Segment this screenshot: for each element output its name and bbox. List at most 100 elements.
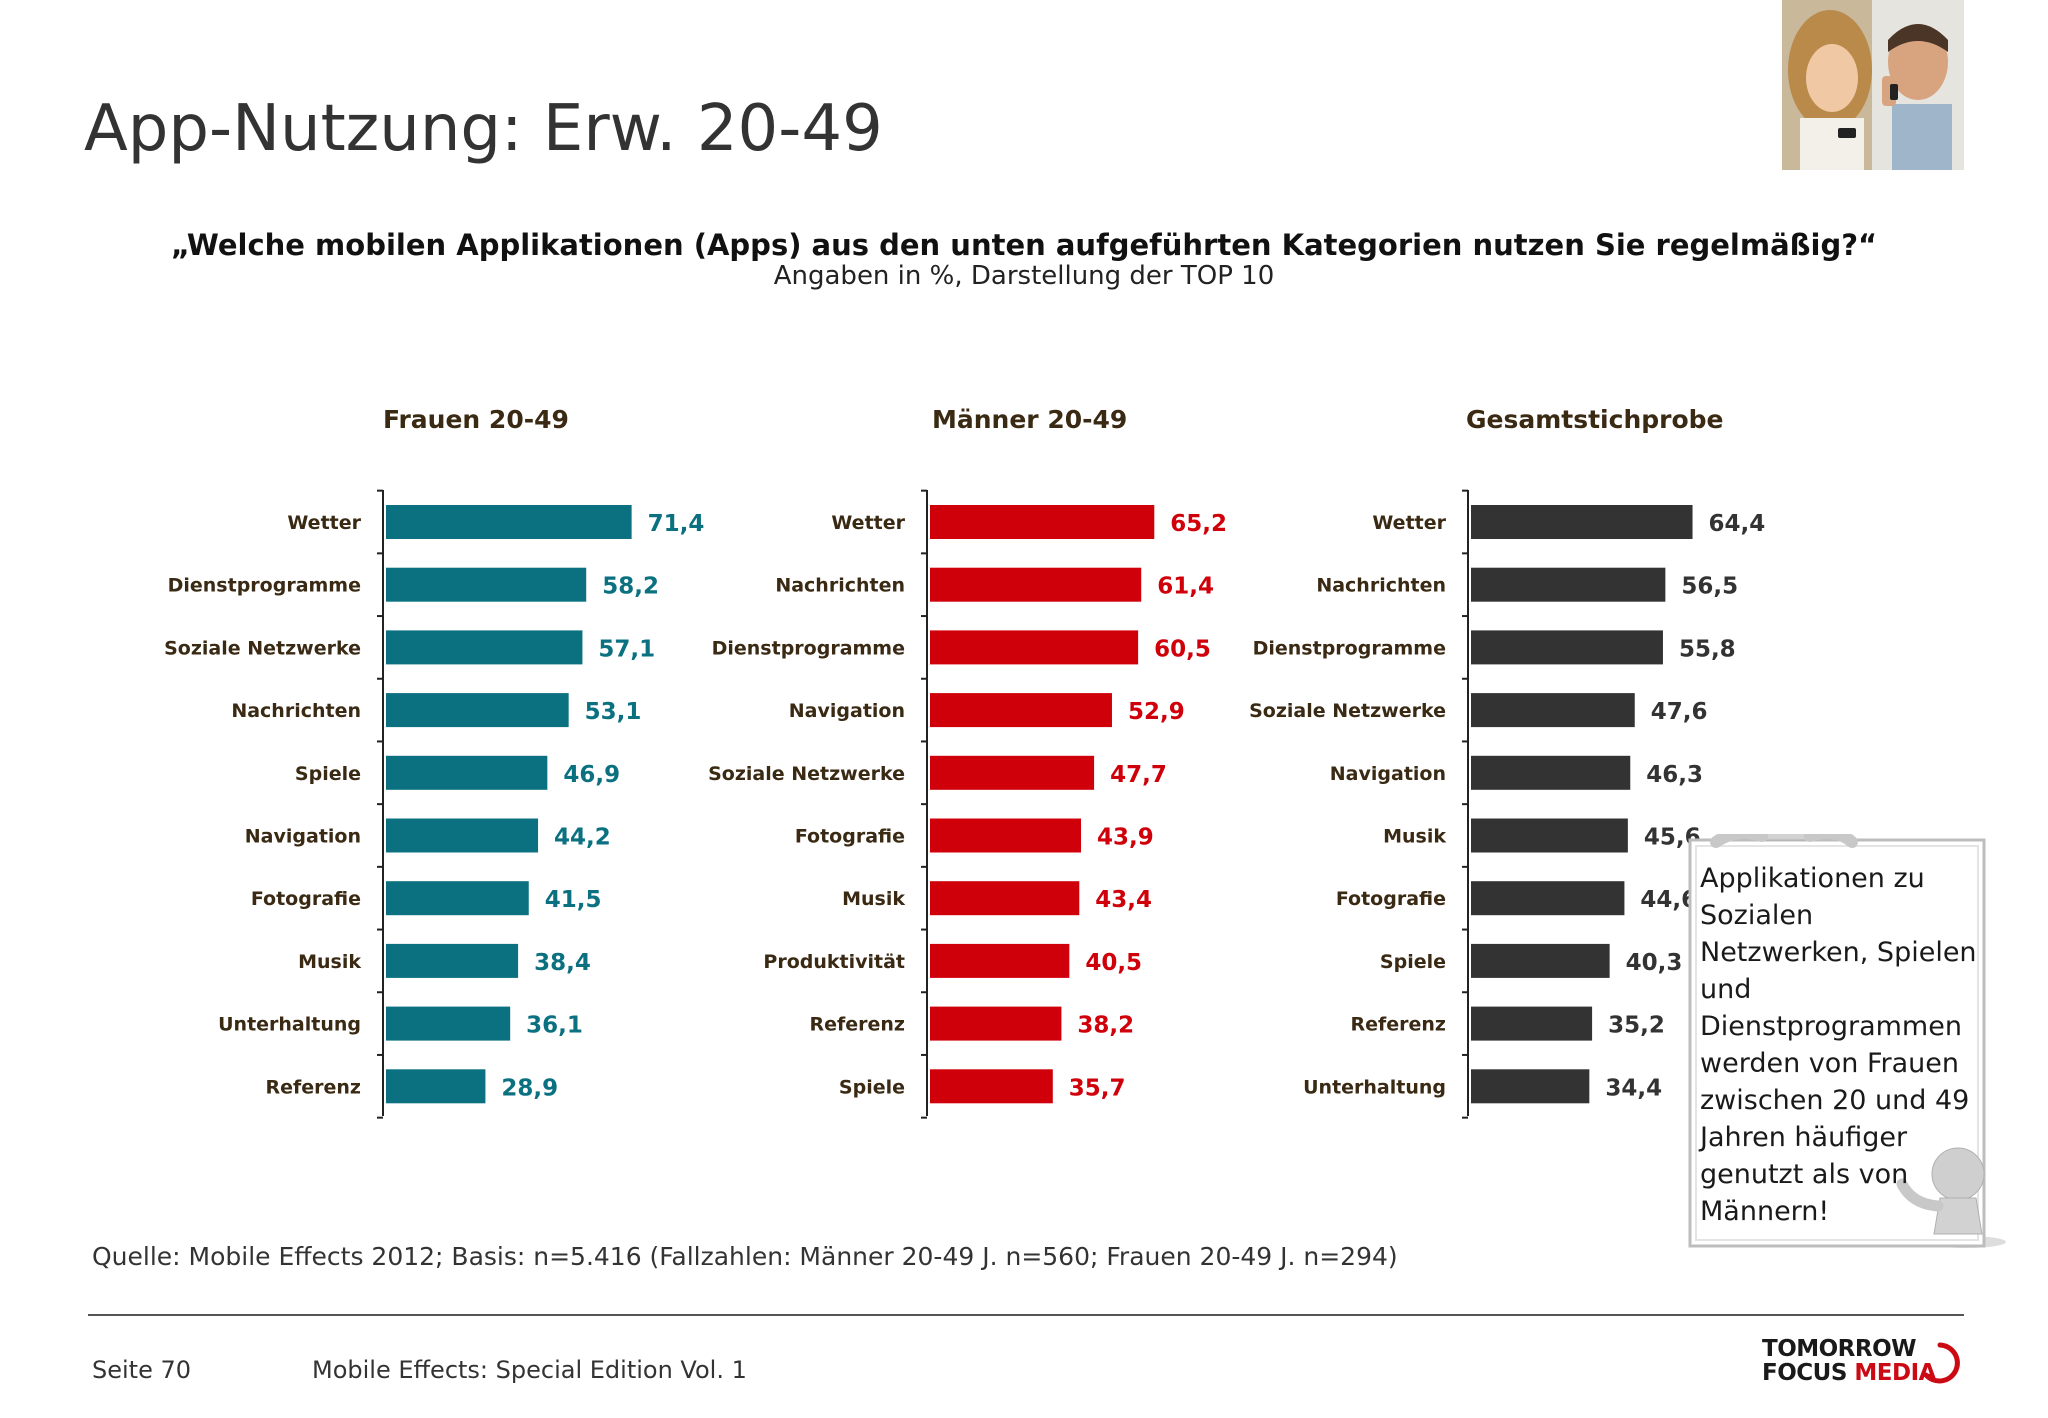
logo-text-line1: TOMORROW: [1762, 1336, 1917, 1362]
bar-total: [1471, 505, 1693, 539]
value-label: 38,2: [1077, 1013, 1134, 1039]
category-label: Fotografie: [1336, 888, 1446, 910]
value-label: 34,4: [1605, 1075, 1662, 1101]
value-label: 52,9: [1128, 699, 1185, 725]
bar-total: [1471, 755, 1631, 790]
value-label: 56,5: [1681, 574, 1738, 600]
category-label: Nachrichten: [775, 575, 905, 597]
bar-women: [386, 693, 569, 728]
bar-total: [1471, 1069, 1590, 1104]
category-label: Soziale Netzwerke: [164, 637, 361, 659]
bar-men: [930, 567, 1142, 602]
source-note: Quelle: Mobile Effects 2012; Basis: n=5.…: [92, 1242, 1398, 1271]
category-label: Musik: [842, 888, 905, 910]
value-label: 47,6: [1651, 699, 1708, 725]
bar-total: [1471, 693, 1635, 728]
value-label: 60,5: [1154, 636, 1211, 662]
category-label: Wetter: [1372, 512, 1446, 534]
chart-women: Wetter 71,4 Dienstprogramme 58,2 Soziale Net…: [164, 489, 705, 1119]
category-label: Referenz: [809, 1014, 905, 1036]
value-label: 43,9: [1097, 825, 1154, 851]
value-label: 47,7: [1110, 762, 1167, 788]
category-label: Wetter: [287, 512, 361, 534]
company-logo: TOMORROW FOCUS MEDIA: [1762, 1337, 1962, 1389]
bar-men: [930, 943, 1070, 978]
page-number: Seite 70: [92, 1356, 192, 1384]
panel-title-women: Frauen 20-49: [383, 405, 569, 434]
panel-title-total: Gesamtstichprobe: [1466, 405, 1724, 434]
category-label: Dienstprogramme: [168, 575, 361, 597]
page-title: App-Nutzung: Erw. 20-49: [84, 92, 883, 166]
value-label: 71,4: [648, 511, 705, 537]
value-label: 65,2: [1170, 511, 1227, 537]
couple-photo-illustration: [1782, 0, 1964, 170]
bar-total: [1471, 630, 1663, 665]
logo-text-media: MEDIA: [1854, 1360, 1936, 1386]
bar-women: [386, 1069, 486, 1104]
category-label: Fotografie: [795, 826, 905, 848]
panel-title-men: Männer 20-49: [932, 405, 1128, 434]
bar-women: [386, 818, 539, 853]
category-label: Referenz: [1350, 1014, 1446, 1036]
bar-men: [930, 505, 1155, 539]
bar-men: [930, 881, 1080, 916]
category-label: Soziale Netzwerke: [708, 763, 905, 785]
bar-women: [386, 943, 519, 978]
callout-board: [1688, 834, 2006, 1248]
bar-women: [386, 505, 632, 539]
category-label: Soziale Netzwerke: [1249, 700, 1446, 722]
value-label: 41,5: [545, 887, 602, 913]
bar-total: [1471, 567, 1666, 602]
bar-men: [930, 693, 1112, 728]
category-label: Nachrichten: [231, 700, 361, 722]
category-label: Musik: [1383, 826, 1446, 848]
category-label: Produktivität: [763, 951, 905, 973]
category-label: Spiele: [839, 1076, 905, 1098]
logo-text-line2: FOCUS MEDIA: [1762, 1361, 1936, 1385]
value-label: 43,4: [1095, 887, 1152, 913]
value-label: 55,8: [1679, 636, 1736, 662]
couple-photo: [1782, 0, 1964, 170]
chart-total: Wetter 64,4 Nachrichten 56,5 Dienstprogramme…: [1249, 489, 1766, 1119]
bar-men: [930, 1069, 1053, 1104]
value-label: 28,9: [501, 1075, 558, 1101]
value-label: 40,5: [1085, 950, 1142, 976]
category-label: Nachrichten: [1316, 575, 1446, 597]
bar-men: [930, 755, 1095, 790]
value-label: 36,1: [526, 1013, 583, 1039]
category-label: Unterhaltung: [1303, 1076, 1446, 1098]
category-label: Dienstprogramme: [712, 637, 905, 659]
chart-subtitle: Angaben in %, Darstellung der TOP 10: [773, 261, 1275, 291]
bar-men: [930, 1006, 1062, 1041]
bar-women: [386, 1006, 511, 1041]
category-label: Dienstprogramme: [1253, 637, 1446, 659]
value-label: 38,4: [534, 950, 591, 976]
bar-women: [386, 630, 583, 665]
value-label: 57,1: [598, 636, 655, 662]
bar-men: [930, 818, 1082, 853]
category-label: Unterhaltung: [218, 1014, 361, 1036]
category-label: Navigation: [245, 826, 361, 848]
value-label: 64,4: [1709, 511, 1766, 537]
callout-text: Applikationen zu Sozialen Netzwerken, Sp…: [1700, 863, 1977, 1227]
value-label: 40,3: [1626, 950, 1683, 976]
category-label: Spiele: [295, 763, 361, 785]
bar-charts: Wetter 71,4 Dienstprogramme 58,2 Soziale Net…: [164, 489, 1766, 1119]
chart-men: Wetter 65,2 Nachrichten 61,4 Dienstprogramme…: [708, 489, 1227, 1119]
bar-women: [386, 567, 587, 602]
value-label: 61,4: [1157, 574, 1214, 600]
survey-question: „Welche mobilen Applikationen (Apps) aus…: [170, 228, 1878, 262]
footer-divider: [88, 1314, 1964, 1316]
bar-men: [930, 630, 1139, 665]
category-label: Navigation: [1330, 763, 1446, 785]
edition-label: Mobile Effects: Special Edition Vol. 1: [312, 1356, 747, 1384]
category-label: Navigation: [789, 700, 905, 722]
category-label: Fotografie: [251, 888, 361, 910]
logo-text-focus: FOCUS: [1762, 1360, 1847, 1386]
value-label: 46,9: [563, 762, 620, 788]
value-label: 46,3: [1646, 762, 1703, 788]
category-label: Spiele: [1380, 951, 1446, 973]
bar-total: [1471, 943, 1610, 978]
value-label: 44,2: [554, 825, 611, 851]
value-label: 35,2: [1608, 1013, 1665, 1039]
